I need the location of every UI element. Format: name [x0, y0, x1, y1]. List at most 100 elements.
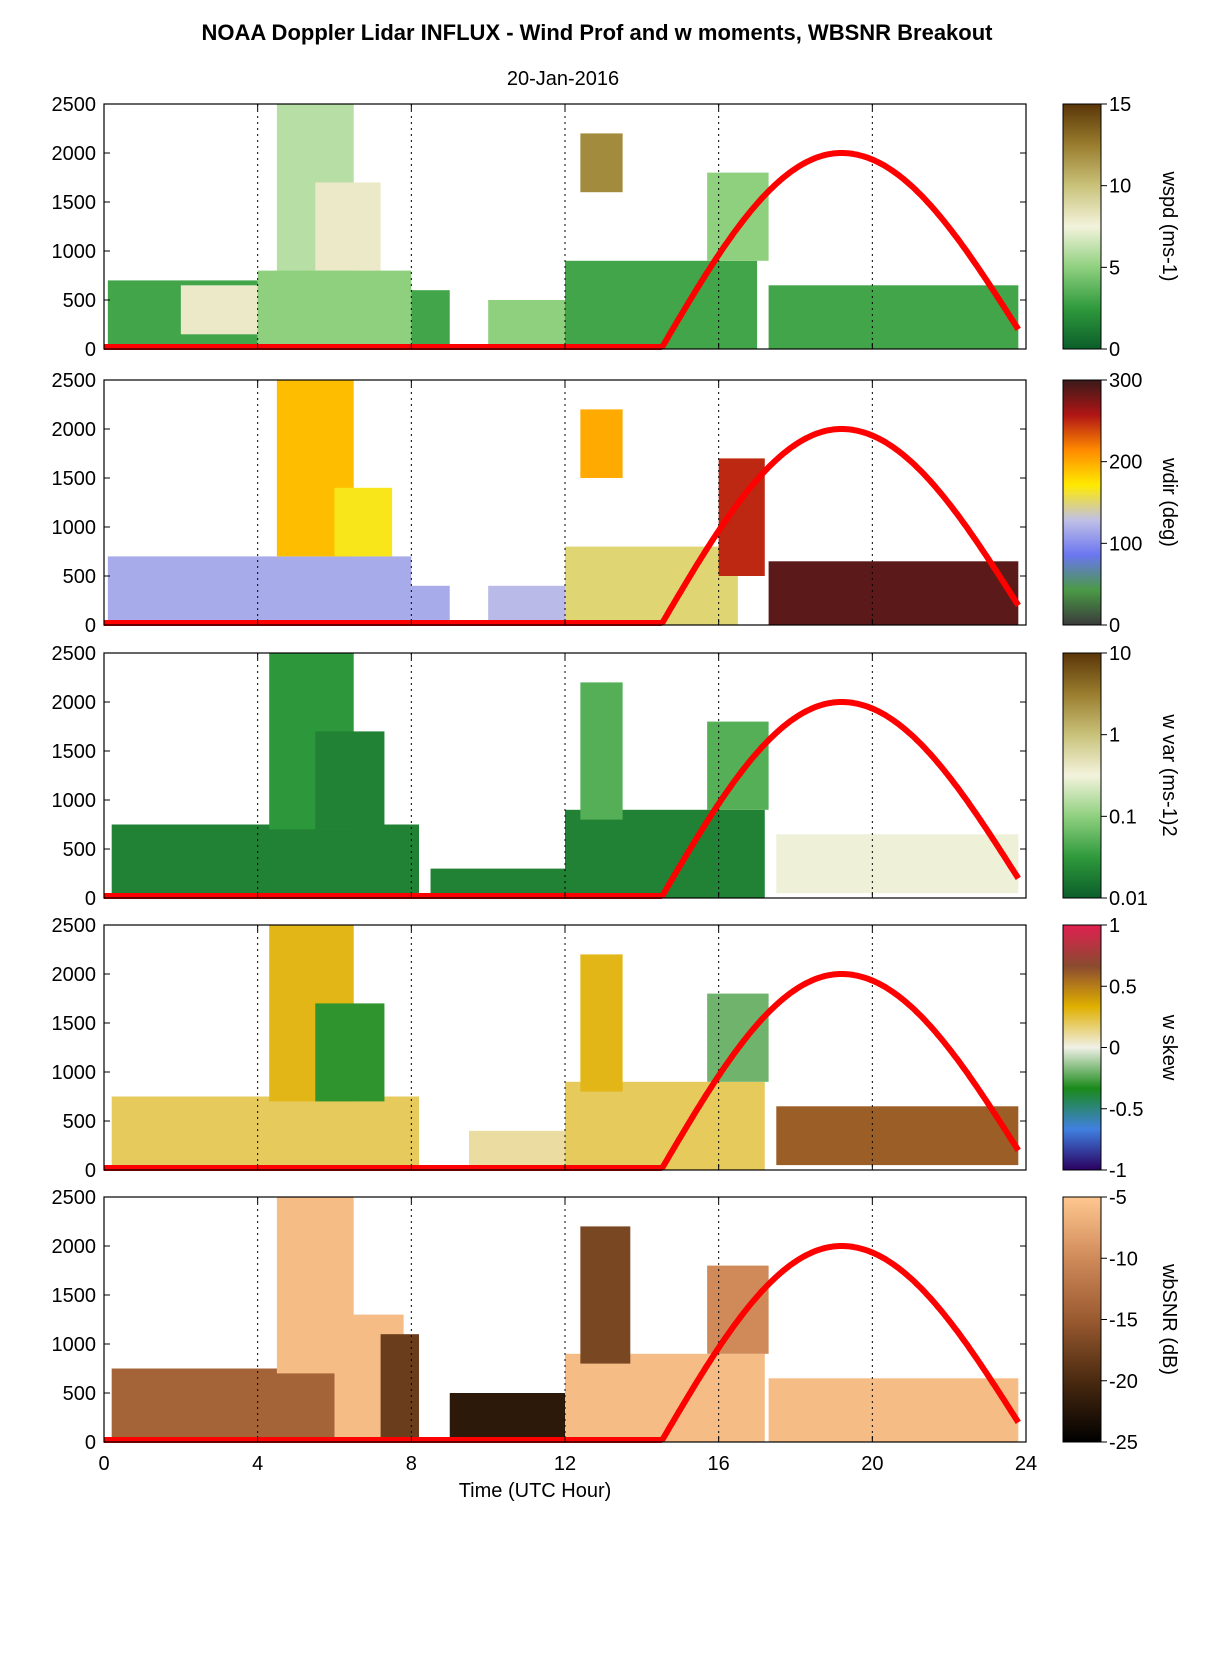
x-tick-label: 16	[708, 1453, 730, 1475]
heatmap-cell	[565, 809, 765, 898]
colorbar-tick-label: -5	[1109, 1187, 1127, 1209]
heatmap-cell	[580, 133, 623, 193]
heatmap-cell	[776, 1106, 1019, 1166]
x-tick-label: 4	[252, 1453, 263, 1475]
y-tick-label: 0	[85, 888, 96, 910]
y-tick-label: 500	[63, 1111, 96, 1133]
x-tick-label: 8	[406, 1453, 417, 1475]
colorbar-label: wspd (ms-1)	[1158, 170, 1180, 281]
colorbar-tick-label: -20	[1109, 1371, 1138, 1393]
heatmap-cell	[580, 682, 623, 820]
y-tick-label: 2000	[52, 1236, 97, 1258]
colorbar	[1062, 103, 1102, 350]
heatmap-cell	[565, 1353, 765, 1442]
y-tick-label: 500	[63, 839, 96, 861]
heatmap-cell	[257, 270, 412, 349]
y-tick-label: 2000	[52, 964, 97, 986]
y-tick-label: 1000	[52, 517, 97, 539]
colorbar-tick-label: 5	[1109, 257, 1120, 279]
y-tick-label: 1500	[52, 1285, 97, 1307]
x-tick-label: 24	[1015, 1453, 1037, 1475]
y-tick-label: 2000	[52, 692, 97, 714]
heatmap-cell	[411, 585, 450, 625]
heatmap-cell	[315, 731, 385, 830]
y-tick-label: 500	[63, 566, 96, 588]
y-tick-label: 0	[85, 339, 96, 361]
overlay-curve	[102, 426, 1021, 626]
heatmap-cell	[707, 721, 769, 810]
y-tick-label: 1000	[52, 1062, 97, 1084]
colorbar	[1062, 652, 1102, 899]
panel-wspd: 0 500 1000 1500 2000 2500 15 10 5 0 wspd (ms-1)	[52, 94, 1181, 361]
colorbar-tick-label: 0.1	[1109, 806, 1137, 828]
panel-w-var: 0 500 1000 1500 2000 2500 10 1 0.1 0.01 w var (ms-…	[52, 643, 1181, 910]
heatmap-cell	[707, 172, 769, 261]
colorbar	[1062, 1196, 1102, 1443]
heatmap-cell	[580, 409, 623, 478]
heatmap-cell	[411, 290, 450, 349]
y-tick-label: 0	[85, 615, 96, 637]
heatmap-cell	[768, 561, 1019, 625]
heatmap-cell	[111, 1096, 420, 1170]
colorbar-tick-label: 1	[1109, 915, 1120, 937]
colorbar-tick-label: 10	[1109, 176, 1131, 198]
y-tick-label: 1000	[52, 241, 97, 263]
colorbar-label: w skew	[1158, 1014, 1180, 1081]
colorbar-tick-label: -1	[1109, 1160, 1127, 1182]
colorbar-label: w var (ms-1)2	[1158, 713, 1180, 836]
colorbar	[1062, 924, 1102, 1171]
heatmap-cell	[580, 954, 623, 1092]
y-tick-label: 2500	[52, 915, 97, 937]
colorbar-tick-label: 0.01	[1109, 888, 1148, 910]
colorbar-tick-label: 15	[1109, 94, 1131, 116]
y-tick-label: 2500	[52, 1187, 97, 1209]
y-tick-label: 2000	[52, 143, 97, 165]
heatmap-cell	[580, 1226, 631, 1364]
y-tick-label: 1500	[52, 468, 97, 490]
y-tick-label: 0	[85, 1432, 96, 1454]
x-tick-label: 0	[98, 1453, 109, 1475]
heatmap-cell	[380, 1334, 420, 1442]
heatmap-cell	[111, 1368, 362, 1442]
overlay-curve	[102, 1243, 1021, 1443]
heatmap-cell	[768, 285, 1019, 349]
colorbar	[1062, 379, 1102, 626]
y-tick-label: 1000	[52, 1334, 97, 1356]
colorbar-tick-label: 0	[1109, 615, 1120, 637]
x-tick-label: 20	[861, 1453, 883, 1475]
heatmap-cell	[565, 260, 758, 349]
heatmap-cell	[565, 1081, 765, 1170]
heatmap-cell	[111, 824, 420, 898]
y-tick-label: 2500	[52, 370, 97, 392]
heatmap-cell	[488, 300, 565, 349]
heatmap-cell	[107, 556, 412, 625]
colorbar-tick-label: 0.5	[1109, 976, 1137, 998]
figure-title: NOAA Doppler Lidar INFLUX - Wind Prof an…	[201, 20, 993, 45]
panel-w-skew: 0 500 1000 1500 2000 2500 1 0.5 0 -0.5 -1 w skew	[52, 915, 1181, 1182]
y-tick-label: 1500	[52, 741, 97, 763]
y-tick-label: 2500	[52, 643, 97, 665]
y-tick-label: 1500	[52, 192, 97, 214]
y-tick-label: 500	[63, 290, 96, 312]
panel-wbSNR: 0 500 1000 1500 2000 2500 0 4 8 12 16 20 24 Time (UTC…	[52, 1187, 1181, 1502]
heatmap-cell	[565, 546, 738, 625]
colorbar-label: wbSNR (dB)	[1158, 1263, 1180, 1375]
heatmap-cell	[776, 834, 1019, 894]
y-tick-label: 2500	[52, 94, 97, 116]
heatmap-cell	[449, 1393, 565, 1442]
y-tick-label: 1500	[52, 1013, 97, 1035]
colorbar-tick-label: -0.5	[1109, 1099, 1143, 1121]
y-tick-label: 2000	[52, 419, 97, 441]
colorbar-tick-label: 100	[1109, 533, 1142, 555]
colorbar-tick-label: 0	[1109, 339, 1120, 361]
colorbar-label: wdir (deg)	[1158, 457, 1180, 547]
colorbar-tick-label: 10	[1109, 643, 1131, 665]
colorbar-tick-label: 0	[1109, 1038, 1120, 1060]
heatmap-cell	[768, 1378, 1019, 1442]
overlay-curve	[102, 699, 1021, 899]
heatmap-cell	[707, 993, 769, 1082]
heatmap-cell	[468, 1130, 565, 1170]
